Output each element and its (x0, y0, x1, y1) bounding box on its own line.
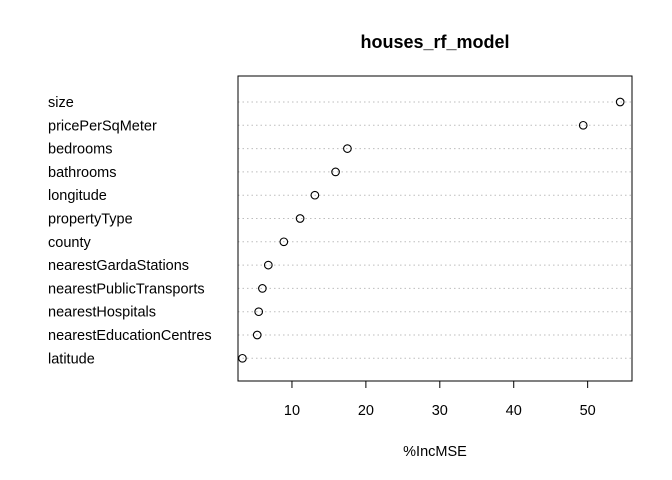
data-point (310, 190, 320, 200)
data-point (343, 144, 352, 153)
x-tick-label: 30 (432, 403, 448, 419)
category-label: bathrooms (48, 165, 117, 181)
category-label: nearestPublicTransports (48, 281, 205, 297)
x-axis: 10 20 30 40 50 (284, 380, 596, 419)
data-point (331, 167, 340, 177)
x-tick-label: 10 (284, 403, 300, 419)
x-axis-title: %IncMSE (403, 444, 467, 460)
category-label: pricePerSqMeter (48, 118, 157, 134)
category-label: nearestGardaStations (48, 258, 189, 274)
category-label: size (48, 95, 74, 111)
category-label: nearestHospitals (48, 305, 156, 321)
x-tick-label: 40 (506, 403, 522, 419)
category-label: latitude (48, 351, 95, 367)
category-label: nearestEducationCentres (48, 328, 212, 344)
data-point (263, 260, 273, 270)
data-point (615, 97, 625, 107)
x-tick-label: 20 (358, 403, 374, 419)
data-point (254, 307, 264, 317)
category-label: longitude (48, 188, 107, 204)
category-labels: size pricePerSqMeter bedrooms bathrooms long… (48, 95, 212, 367)
data-point (295, 214, 305, 223)
data-points (238, 97, 625, 363)
data-point (238, 353, 247, 363)
category-label: county (48, 235, 91, 251)
data-point (258, 284, 267, 293)
category-label: bedrooms (48, 142, 112, 158)
data-point (279, 237, 289, 247)
chart-title: houses_rf_model (360, 32, 509, 52)
data-point (252, 330, 262, 340)
category-label: propertyType (48, 212, 133, 228)
x-tick-label: 50 (580, 403, 596, 419)
guide-lines (238, 101, 632, 359)
data-point (578, 120, 588, 130)
